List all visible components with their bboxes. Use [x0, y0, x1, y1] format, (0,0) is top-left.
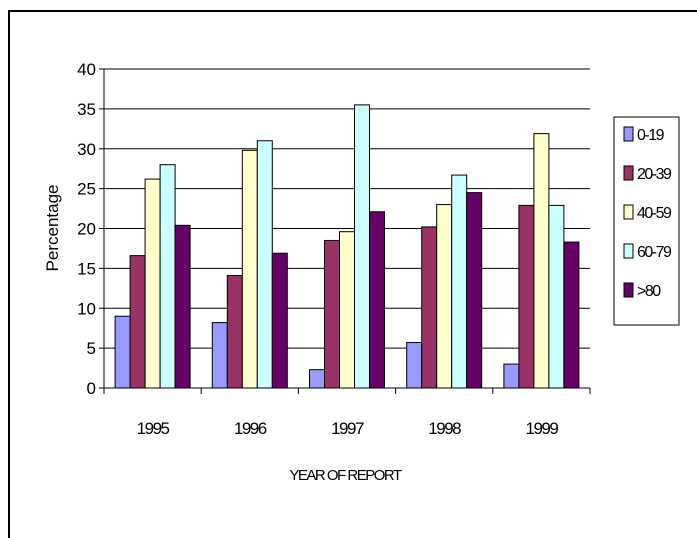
x-tick-label: 1995	[137, 419, 170, 438]
bar-80-1999	[563, 241, 580, 389]
bar-019-1995	[114, 315, 131, 389]
x-tick-label: 1997	[331, 419, 364, 438]
legend-swatch	[623, 204, 634, 220]
bar-80-1998	[466, 192, 483, 389]
x-tick-labels: 1995 1996 1997 1998 1999	[137, 419, 560, 438]
bar-6079-1997	[354, 104, 370, 389]
bar-019-1998	[406, 342, 423, 389]
legend-label: 40-59	[637, 205, 672, 222]
legend-label: >80	[637, 283, 661, 300]
bar-019-1999	[503, 363, 520, 389]
bar-4059-1997	[339, 231, 355, 389]
legend-swatch	[623, 126, 634, 142]
bar-019-1997	[309, 369, 325, 389]
legend-swatch	[623, 282, 634, 298]
y-tick-label: 35	[77, 100, 96, 119]
bar-2039-1995	[129, 255, 146, 389]
bars	[114, 104, 580, 389]
bar-2039-1997	[324, 239, 340, 389]
legend-label: 20-39	[637, 166, 672, 183]
y-tick-label: 10	[77, 299, 96, 318]
chart-frame	[8, 10, 697, 538]
y-tick-label: 15	[77, 259, 96, 278]
bar-019-1996	[211, 322, 228, 389]
y-axis-label: Percentage	[43, 185, 62, 272]
bar-2039-1996	[226, 275, 243, 389]
bar-4059-1999	[533, 133, 550, 389]
legend-swatch	[623, 243, 634, 259]
y-tick-labels: 0 5 10 15 20 25 30 35 40	[77, 60, 96, 398]
legend: 0-19 20-39 40-59 60-79 >80	[613, 116, 680, 326]
bar-80-1997	[369, 211, 385, 389]
bar-2039-1998	[421, 226, 438, 389]
axes	[103, 69, 591, 394]
bar-6079-1999	[548, 204, 565, 389]
legend-swatch	[623, 165, 634, 181]
bar-4059-1996	[241, 149, 258, 389]
bar-6079-1998	[451, 174, 468, 389]
x-tick-label: 1996	[234, 419, 267, 438]
y-tick-label: 20	[77, 220, 96, 239]
bar-4059-1995	[144, 178, 161, 389]
y-tick-label: 40	[77, 60, 96, 79]
bar-4059-1998	[436, 204, 453, 389]
legend-label: 0-19	[637, 127, 665, 144]
bar-80-1996	[271, 252, 288, 389]
y-tick-label: 25	[77, 180, 96, 199]
bar-80-1995	[174, 224, 191, 389]
y-tick-label: 0	[87, 379, 96, 398]
bar-6079-1995	[159, 164, 176, 389]
bar-6079-1996	[256, 140, 273, 389]
bar-2039-1999	[518, 204, 535, 389]
y-tick-label: 5	[87, 339, 96, 358]
x-axis-label: YEAR OF REPORT	[289, 467, 402, 484]
legend-label: 60-79	[637, 244, 672, 261]
x-tick-label: 1998	[428, 419, 461, 438]
y-tick-label: 30	[77, 140, 96, 159]
x-tick-label: 1999	[525, 419, 558, 438]
